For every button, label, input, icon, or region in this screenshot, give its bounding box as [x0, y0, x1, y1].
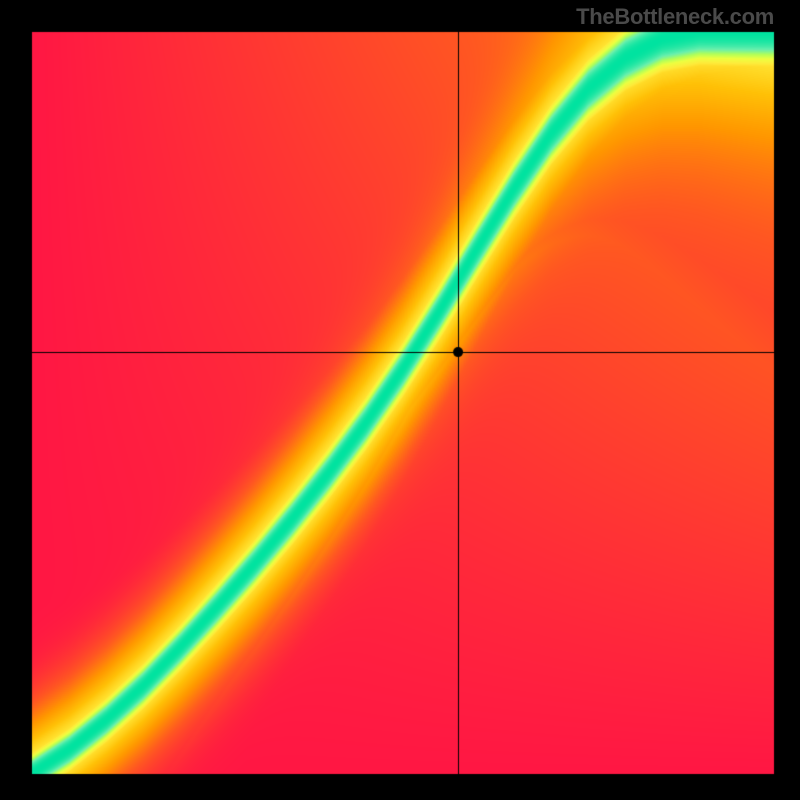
- watermark-text: TheBottleneck.com: [576, 4, 774, 30]
- heatmap-canvas: [0, 0, 800, 800]
